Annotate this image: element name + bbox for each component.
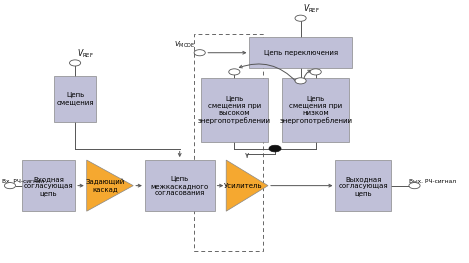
FancyBboxPatch shape xyxy=(22,160,75,211)
Circle shape xyxy=(409,183,420,189)
Text: Цепь
межкаскадного
согласования: Цепь межкаскадного согласования xyxy=(151,176,209,196)
Polygon shape xyxy=(226,160,268,211)
Text: Задающий
каскад: Задающий каскад xyxy=(86,179,125,192)
Text: $V_{\rm MODE}$: $V_{\rm MODE}$ xyxy=(174,40,196,50)
Circle shape xyxy=(295,78,306,84)
Text: Усилитель: Усилитель xyxy=(224,183,262,189)
FancyBboxPatch shape xyxy=(250,37,352,68)
Circle shape xyxy=(310,69,321,75)
Text: Входная
согласующая
цепь: Входная согласующая цепь xyxy=(23,176,73,196)
Polygon shape xyxy=(87,160,133,211)
Text: Цепь
смещения при
низком
энергопотреблении: Цепь смещения при низком энергопотреблен… xyxy=(279,96,352,124)
Circle shape xyxy=(4,183,15,189)
Text: Выходная
согласующая
цепь: Выходная согласующая цепь xyxy=(339,176,388,196)
FancyBboxPatch shape xyxy=(201,78,268,142)
Circle shape xyxy=(295,15,306,21)
Circle shape xyxy=(269,145,281,152)
Text: Цепь
смещения: Цепь смещения xyxy=(56,92,94,105)
Text: Цепь
смещения при
высоком
энергопотреблении: Цепь смещения при высоком энергопотребле… xyxy=(198,96,271,124)
FancyBboxPatch shape xyxy=(145,160,215,211)
Text: Вых. РЧ-сигнал: Вых. РЧ-сигнал xyxy=(409,179,456,184)
Circle shape xyxy=(194,50,205,56)
Circle shape xyxy=(69,60,81,66)
Text: $V_{\rm REF}$: $V_{\rm REF}$ xyxy=(77,47,94,60)
Text: Цепь переключения: Цепь переключения xyxy=(264,50,338,56)
Circle shape xyxy=(229,69,240,75)
Text: Вх. РЧ-сигнал: Вх. РЧ-сигнал xyxy=(1,179,44,184)
Text: $V_{\rm REF}$: $V_{\rm REF}$ xyxy=(303,2,320,15)
FancyBboxPatch shape xyxy=(54,76,96,122)
FancyBboxPatch shape xyxy=(335,160,391,211)
FancyBboxPatch shape xyxy=(282,78,349,142)
